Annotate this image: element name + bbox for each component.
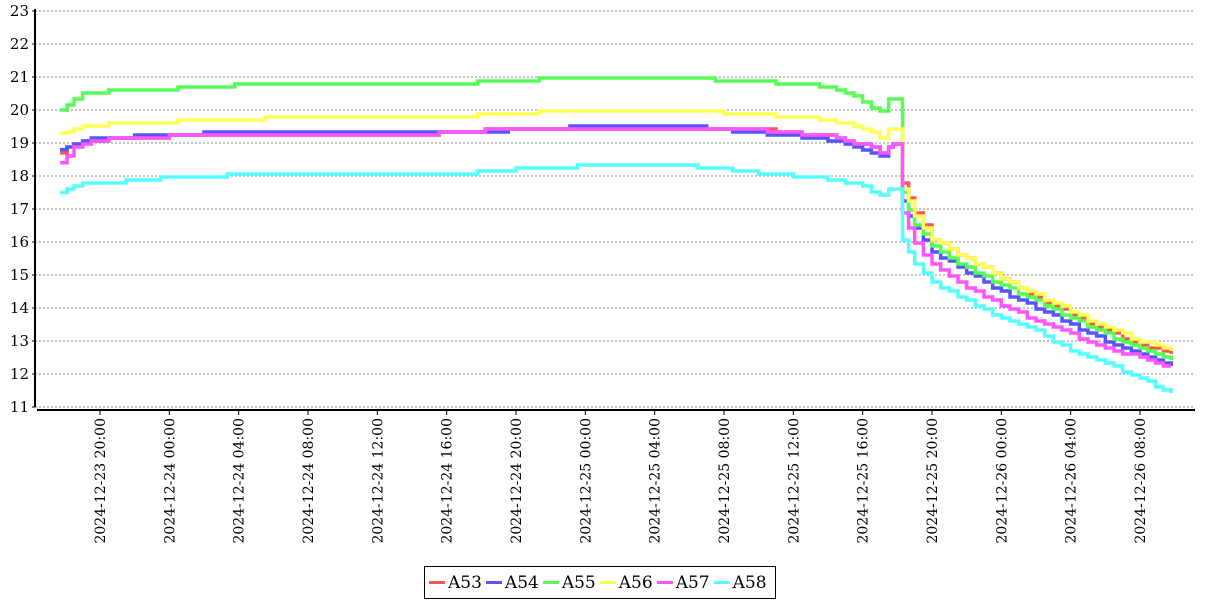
x-tick-label: 2024-12-25 16:00 [856,418,872,544]
legend-swatch [599,581,616,584]
y-tick-label: 15 [10,266,29,284]
legend-swatch [656,581,673,584]
x-tick-label: 2024-12-25 08:00 [717,418,733,544]
x-tick-label: 2024-12-23 20:00 [93,418,109,544]
chart-legend: A53 A54 A55 A56 A57 A58 [424,566,776,599]
legend-label: A55 [561,572,596,593]
series-line-a58 [60,163,1173,393]
y-tick-label: 17 [10,200,29,218]
x-tick-label: 2024-12-25 12:00 [786,418,802,544]
x-tick-label: 2024-12-24 20:00 [509,418,525,544]
legend-item-a56: A56 [599,572,653,593]
legend-swatch [485,581,502,584]
y-tick-label: 11 [10,398,29,416]
y-tick-label: 20 [10,101,29,119]
legend-item-a54: A54 [485,572,539,593]
series-line-a57 [60,127,1172,368]
y-tick-label: 13 [10,332,29,350]
y-tick-label: 18 [10,167,29,185]
x-tick-label: 2024-12-25 20:00 [925,418,941,544]
legend-label: A53 [448,572,482,593]
legend-label: A58 [732,572,767,593]
y-tick-label: 22 [10,35,29,53]
x-tick-label: 2024-12-26 00:00 [994,418,1010,544]
x-tick-label: 2024-12-25 04:00 [648,418,664,544]
x-tick-label: 2024-12-24 16:00 [440,418,456,544]
y-tick-label: 12 [10,365,29,383]
x-tick-label: 2024-12-25 00:00 [578,418,594,544]
series-line-a56 [60,109,1173,351]
legend-swatch [542,581,559,584]
legend-label: A54 [504,572,539,593]
legend-item-a57: A57 [656,572,710,593]
y-tick-label: 23 [10,2,29,20]
legend-item-a53: A53 [429,573,482,593]
legend-item-a58: A58 [713,572,767,593]
x-tick-label: 2024-12-24 00:00 [162,418,178,544]
series-line-a54 [60,124,1173,366]
legend-label: A56 [618,572,653,593]
legend-swatch [713,581,730,584]
x-tick-label: 2024-12-24 12:00 [370,418,386,544]
legend-item-a55: A55 [542,572,596,593]
y-tick-label: 19 [10,134,29,152]
y-tick-label: 16 [10,233,29,251]
legend-swatch [429,581,445,584]
x-tick-label: 2024-12-26 08:00 [1133,418,1149,544]
y-tick-label: 21 [10,68,29,86]
x-tick-label: 2024-12-26 04:00 [1064,418,1080,544]
x-tick-label: 2024-12-24 08:00 [301,418,317,544]
y-tick-label: 14 [10,299,29,317]
legend-label: A57 [675,572,710,593]
x-tick-label: 2024-12-24 04:00 [232,418,248,544]
